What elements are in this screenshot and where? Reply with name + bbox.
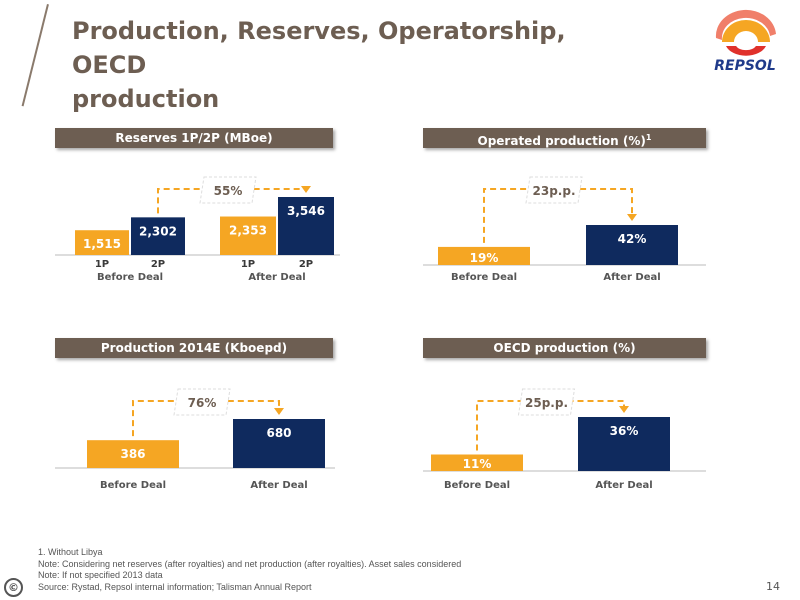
group-label: After Deal xyxy=(603,272,660,283)
bar-orange xyxy=(431,454,523,471)
logo-pink-arc xyxy=(715,9,776,41)
bar-value-label: 2,353 xyxy=(229,224,267,238)
change-arrow-head xyxy=(274,408,284,415)
bar-orange xyxy=(87,440,179,468)
panel-oecd-production: OECD production (%) 11% Before Deal 36% Aft… xyxy=(423,338,783,528)
bar-navy xyxy=(233,419,325,468)
change-label: 23p.p. xyxy=(533,184,576,198)
group-label: Before Deal xyxy=(100,480,166,491)
bar-navy xyxy=(578,417,670,471)
bar-navy xyxy=(131,217,185,255)
page-number: 14 xyxy=(766,580,780,593)
panel-header-sup: 1 xyxy=(645,133,652,142)
logo-red-arc xyxy=(726,46,766,56)
footnote-line: 1. Without Libya xyxy=(38,547,103,557)
copyright-icon: © xyxy=(4,578,23,597)
bar-sub-label: 1P xyxy=(95,259,109,270)
group-label: Before Deal xyxy=(451,272,517,283)
bar-sub-label: 2P xyxy=(299,259,313,270)
bar-orange xyxy=(438,246,530,265)
change-label-box xyxy=(173,388,231,416)
panel-header: Reserves 1P/2P (MBoe) xyxy=(55,128,333,148)
bar-value-label: 2,302 xyxy=(139,224,177,238)
title-slash-decoration xyxy=(21,4,49,107)
change-arrow-line xyxy=(483,188,633,243)
chart-production-2014e: 386 Before Deal 680 After Deal 76% xyxy=(55,388,335,491)
bar-navy xyxy=(586,225,678,265)
footnote-line: Source: Rystad, Repsol internal informat… xyxy=(38,581,312,592)
change-label-box xyxy=(517,388,576,416)
page-title: Production, Reserves, Operatorship, OECD… xyxy=(72,14,632,116)
panel-reserves: Reserves 1P/2P (MBoe) 1,515 1P 2,302 2P Befo… xyxy=(55,128,415,318)
group-label: After Deal xyxy=(250,480,307,491)
repsol-logo: REPSOL xyxy=(714,9,776,74)
bar-value-label: 42% xyxy=(618,232,647,246)
chart-operated-production: 19% Before Deal 42% After Deal 23p.p. xyxy=(423,176,706,283)
bar-value-label: 11% xyxy=(463,457,492,471)
panel-header: Production 2014E (Kboepd) xyxy=(55,338,333,358)
change-label-box xyxy=(525,176,583,204)
panel-production-2014e: Production 2014E (Kboepd) 386 Before Deal… xyxy=(55,338,415,528)
bar-value-label: 680 xyxy=(266,426,291,440)
change-label: 25p.p. xyxy=(525,396,568,410)
panel-header: Operated production (%)1 xyxy=(423,128,706,148)
group-label: Before Deal xyxy=(97,272,163,283)
footnote-line: Note: If not specified 2013 data xyxy=(38,570,163,580)
chart-reserves: 1,515 1P 2,302 2P Before Deal 2,353 1P 3,546 2P A… xyxy=(55,176,340,283)
group-label: After Deal xyxy=(248,272,305,283)
bar-value-label: 36% xyxy=(610,424,639,438)
panel-header-text: OECD production (%) xyxy=(493,341,636,355)
change-arrow-head xyxy=(619,406,629,413)
panel-operated-production: Operated production (%)1 19% Before Deal 4… xyxy=(423,128,783,318)
panel-header: OECD production (%) xyxy=(423,338,706,358)
group-label: After Deal xyxy=(595,480,652,491)
logo-text: REPSOL xyxy=(714,58,776,74)
logo-orange-arc xyxy=(722,20,770,42)
panel-header-text: Reserves 1P/2P (MBoe) xyxy=(115,131,273,145)
panel-header-text: Operated production (%) xyxy=(477,134,646,148)
bar-orange xyxy=(75,230,129,255)
bar-value-label: 19% xyxy=(470,251,499,265)
page-title-line-1: Production, Reserves, Operatorship, OECD xyxy=(72,17,566,79)
bar-value-label: 1,515 xyxy=(83,237,121,251)
page-title-line-2: production xyxy=(72,85,220,113)
bar-navy xyxy=(278,197,334,255)
change-label-box xyxy=(199,176,257,204)
change-arrow-head xyxy=(301,186,311,193)
footnotes: 1. Without Libya Note: Considering net r… xyxy=(38,547,461,593)
chart-oecd-production: 11% Before Deal 36% After Deal 25p.p. xyxy=(423,388,706,491)
bar-sub-label: 1P xyxy=(241,259,255,270)
bar-value-label: 386 xyxy=(120,447,145,461)
change-label: 55% xyxy=(214,184,243,198)
change-arrow-head xyxy=(627,214,637,221)
bar-sub-label: 2P xyxy=(151,259,165,270)
bar-value-label: 3,546 xyxy=(287,204,325,218)
change-arrow-line xyxy=(157,188,306,214)
panel-header-text: Production 2014E (Kboepd) xyxy=(100,341,288,355)
change-label: 76% xyxy=(188,396,217,410)
bar-orange xyxy=(220,216,276,255)
group-label: Before Deal xyxy=(444,480,510,491)
footnote-line: Note: Considering net reserves (after ro… xyxy=(38,558,462,569)
